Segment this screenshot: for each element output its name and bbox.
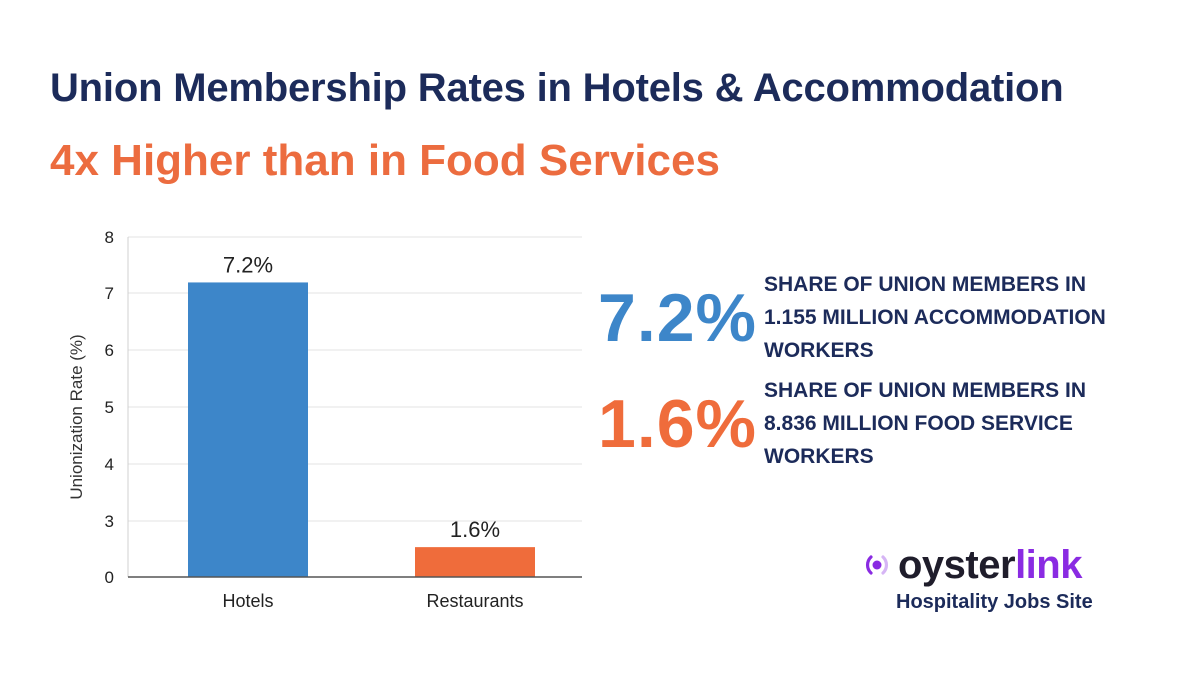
y-tick-label: 6	[105, 341, 114, 360]
y-tick-label: 0	[105, 568, 114, 587]
bar-hotels	[188, 282, 308, 577]
y-tick-label: 8	[105, 228, 114, 247]
stat-food-service: 1.6% SHARE OF UNION MEMBERS IN 8.836 MIL…	[598, 374, 1164, 473]
stat-line: 8.836 MILLION FOOD SERVICE	[764, 412, 1073, 435]
stat-description: SHARE OF UNION MEMBERS IN 1.155 MILLION …	[764, 268, 1164, 367]
stat-description: SHARE OF UNION MEMBERS IN 8.836 MILLION …	[764, 374, 1164, 473]
bar-value-label: 7.2%	[223, 252, 273, 277]
stat-accommodation: 7.2% SHARE OF UNION MEMBERS IN 1.155 MIL…	[598, 268, 1164, 367]
stat-value: 1.6%	[598, 385, 757, 462]
stat-value: 7.2%	[598, 279, 757, 356]
logo-wordmark-dark: oyster	[898, 543, 1016, 587]
x-tick-label: Restaurants	[426, 591, 523, 611]
x-tick-label: Hotels	[222, 591, 273, 611]
stat-line: SHARE OF UNION MEMBERS IN	[764, 273, 1087, 296]
oysterlink-logo: oysterlink Hospitality Jobs Site	[862, 545, 1093, 614]
logo-wordmark-accent: link	[1015, 543, 1082, 587]
y-tick-label: 5	[105, 398, 114, 417]
bar-chart: 0 3 4 5 6 7 8 Unionization Rate (%) 7.2% Hotels 1.…	[67, 228, 582, 611]
stat-line: 1.155 MILLION ACCOMMODATION	[764, 306, 1106, 329]
stat-line: WORKERS	[764, 445, 874, 468]
stat-line: WORKERS	[764, 339, 874, 362]
logo-tagline: Hospitality Jobs Site	[896, 591, 1093, 613]
bar-value-label: 1.6%	[450, 517, 500, 542]
y-axis-label: Unionization Rate (%)	[67, 334, 86, 499]
oysterlink-signal-icon	[866, 555, 888, 575]
page-subtitle: 4x Higher than in Food Services	[50, 136, 720, 185]
stat-line: SHARE OF UNION MEMBERS IN	[764, 379, 1087, 402]
y-tick-label: 3	[105, 512, 114, 531]
page-title: Union Membership Rates in Hotels & Accom…	[50, 66, 1064, 110]
bar-restaurants	[415, 547, 535, 577]
y-tick-label: 4	[105, 455, 114, 474]
y-tick-label: 7	[105, 284, 114, 303]
